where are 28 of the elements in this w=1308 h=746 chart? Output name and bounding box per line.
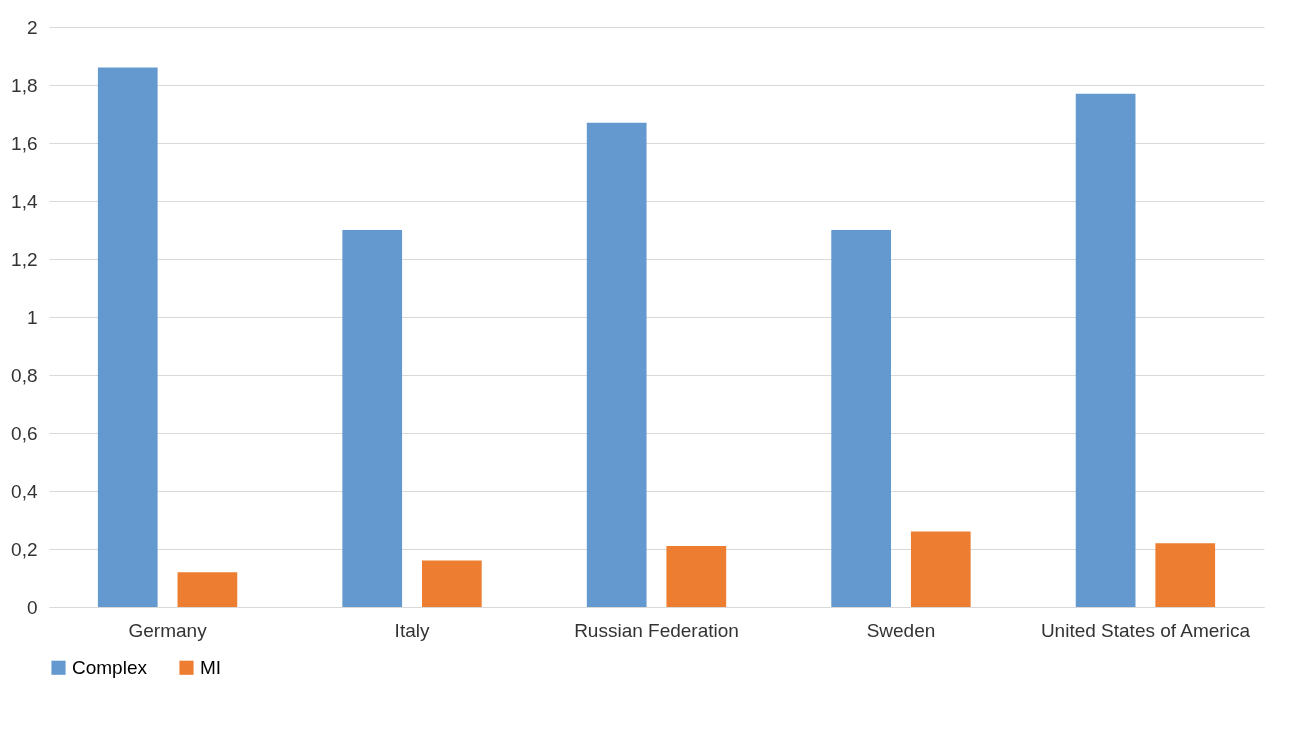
- x-tick-label: United States of America: [1040, 619, 1251, 641]
- bar: [97, 67, 158, 607]
- x-tick-label: Sweden: [866, 619, 936, 641]
- bar: [666, 546, 727, 607]
- x-tick-label: Russian Federation: [574, 619, 739, 641]
- y-tick-label: 1: [26, 306, 38, 328]
- x-tick-label: Italy: [394, 619, 430, 641]
- y-tick-label: 2: [26, 16, 38, 38]
- bar: [910, 531, 971, 607]
- y-tick-label: 0: [26, 596, 38, 618]
- y-tick-label: 1,2: [11, 248, 38, 270]
- bar: [1075, 93, 1136, 607]
- legend-label: Complex: [72, 656, 148, 678]
- legend-label: MI: [200, 656, 222, 678]
- y-tick-label: 0,4: [11, 480, 38, 502]
- y-tick-label: 0,6: [11, 422, 38, 444]
- bar: [421, 560, 482, 607]
- bar: [1155, 543, 1216, 607]
- bar: [342, 230, 403, 607]
- bar: [177, 572, 238, 607]
- bar: [586, 122, 647, 607]
- y-tick-label: 0,2: [11, 538, 38, 560]
- y-tick-label: 0,8: [11, 364, 38, 386]
- y-tick-label: 1,4: [11, 190, 38, 212]
- x-tick-label: Germany: [128, 619, 208, 641]
- bar: [831, 230, 892, 607]
- y-tick-label: 1,8: [11, 74, 38, 96]
- y-tick-label: 1,6: [11, 132, 38, 154]
